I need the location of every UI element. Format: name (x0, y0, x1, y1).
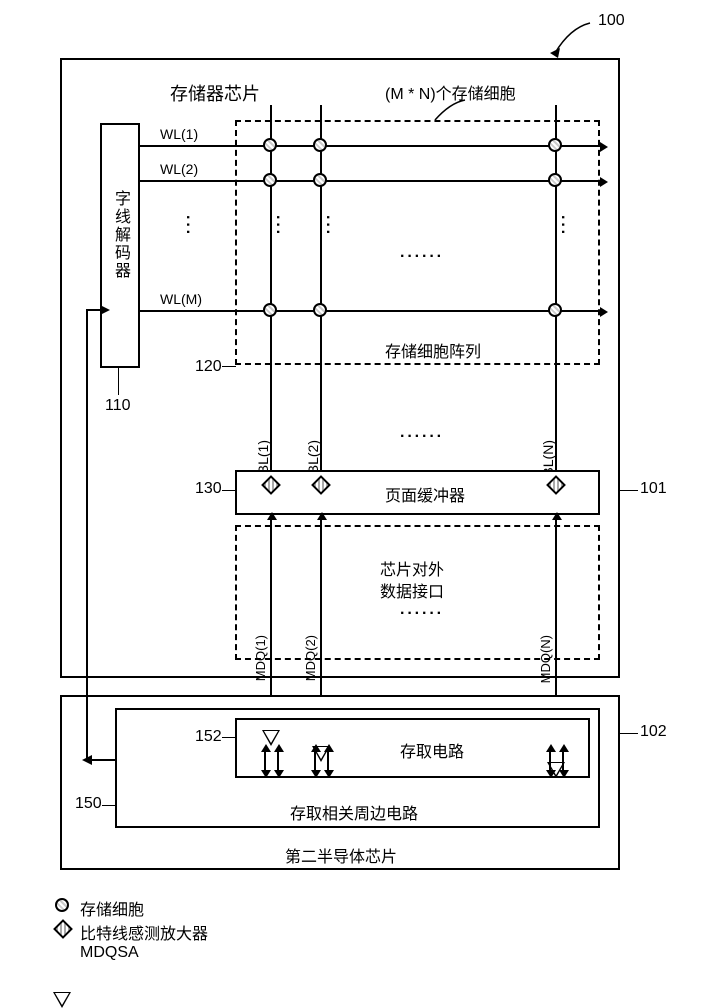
bl-dots-top: ······ (400, 248, 444, 266)
cell-m-n (548, 303, 562, 317)
mdqsa-n-arr-r (562, 752, 564, 770)
cell-2-n (548, 173, 562, 187)
legend-sense-label: 比特线感测放大器 (80, 920, 208, 944)
cell-array-box (235, 120, 600, 365)
cell-2-1 (263, 173, 277, 187)
chip-102-ref: 102 (640, 723, 667, 741)
cell-2-2 (313, 173, 327, 187)
bln-line (555, 105, 557, 470)
bl2-line (320, 105, 322, 470)
page-buffer-ref-line (222, 490, 236, 491)
chip-102-leader (620, 733, 638, 734)
cell-array-ref-line (222, 366, 236, 367)
wl-dots-1: ··· (178, 215, 196, 237)
bl-dots-mid: ······ (400, 428, 444, 446)
cell-array-ref: 120 (195, 358, 222, 376)
figure-ref-100: 100 (598, 12, 625, 30)
access-circuit-ref: 152 (195, 728, 222, 746)
chip-101-ref: 101 (640, 480, 667, 498)
wl1-line (140, 145, 600, 147)
memory-chip-title: 存储器芯片 (170, 80, 260, 106)
cell-m-1 (263, 303, 277, 317)
feedback-line (75, 300, 120, 770)
peripheral-ref: 150 (75, 795, 102, 813)
legend-mdqsa-label: MDQSA (80, 944, 139, 962)
chip-101-leader (620, 490, 638, 491)
peripheral-label: 存取相关周边电路 (290, 800, 418, 824)
peripheral-ref-line (102, 805, 116, 806)
wl2-line (140, 180, 600, 182)
wl2-label: WL(2) (160, 161, 198, 177)
mdqsa-n-arr-l (549, 752, 551, 770)
wlm-label: WL(M) (160, 291, 202, 307)
page-buffer-ref: 130 (195, 480, 222, 498)
mdqsa-2-arr-r (327, 752, 329, 770)
mdqn-label: MDQ(N) (538, 635, 553, 683)
legend-mdqsa-icon (53, 992, 71, 1008)
mdq-dots: ······ (400, 605, 444, 623)
legend-sense-icon (53, 919, 73, 939)
mdqsa-1-arr-l (264, 752, 266, 770)
ref-100-arrow (545, 18, 595, 58)
legend-cell-icon (55, 898, 69, 912)
cell-1-n (548, 138, 562, 152)
wordline-decoder-label: 字线解码器 (108, 190, 132, 280)
cell-array-label: 存储细胞阵列 (385, 338, 481, 362)
cell-1-1 (263, 138, 277, 152)
mdq1-label: MDQ(1) (253, 635, 268, 681)
access-circuit-label: 存取电路 (400, 738, 464, 762)
mdqsa-1-arr-r (277, 752, 279, 770)
page-buffer-label: 页面缓冲器 (385, 482, 465, 506)
mdqsa-2-arr-l (314, 752, 316, 770)
chip-ext-if-label: 芯片对外数据接口 (380, 560, 444, 605)
second-chip-label: 第二半导体芯片 (285, 843, 397, 867)
mdq2-label: MDQ(2) (303, 635, 318, 681)
cell-1-2 (313, 138, 327, 152)
wlm-line (140, 310, 600, 312)
legend-cell-label: 存储细胞 (80, 896, 144, 920)
cell-m-2 (313, 303, 327, 317)
wl1-label: WL(1) (160, 126, 198, 142)
bl1-line (270, 105, 272, 470)
access-circuit-ref-line (222, 737, 236, 738)
